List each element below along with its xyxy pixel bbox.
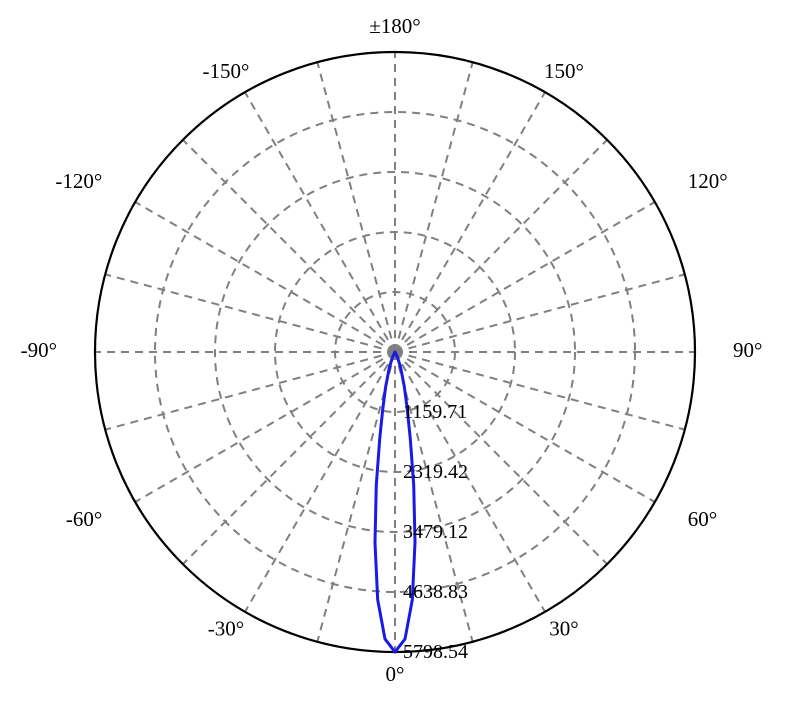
angle-label: 120° — [688, 169, 728, 193]
angle-label: ±180° — [369, 14, 420, 38]
angle-label: -60° — [66, 507, 102, 531]
radial-tick-label: 3479.12 — [403, 521, 468, 543]
angle-label: -150° — [203, 59, 250, 83]
angle-label: 0° — [386, 662, 405, 686]
angle-label: 60° — [688, 507, 717, 531]
angle-label: 150° — [544, 59, 584, 83]
radial-tick-label: 2319.42 — [403, 461, 468, 483]
radial-tick-label: 1159.71 — [403, 401, 467, 423]
angle-label: 30° — [549, 617, 578, 641]
angle-label: -120° — [55, 169, 102, 193]
angle-label: 90° — [733, 338, 762, 362]
radial-tick-label: 5798.54 — [403, 641, 468, 663]
radial-tick-label: 4638.83 — [403, 581, 468, 603]
polar-chart: 1159.71 2319.42 3479.12 4638.83 5798.540° 30°… — [0, 0, 793, 704]
angle-label: -30° — [208, 617, 244, 641]
angle-label: -90° — [21, 338, 57, 362]
